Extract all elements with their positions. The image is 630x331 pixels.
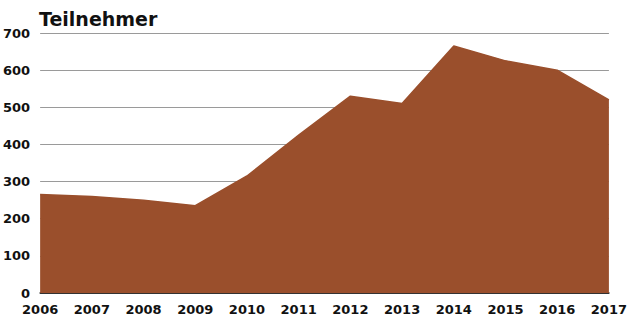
svg-text:2006: 2006	[22, 302, 58, 317]
svg-text:700: 700	[3, 26, 30, 41]
svg-text:600: 600	[3, 63, 30, 78]
svg-text:200: 200	[3, 211, 30, 226]
svg-text:2015: 2015	[487, 302, 523, 317]
svg-text:2012: 2012	[332, 302, 368, 317]
svg-text:Teilnehmer: Teilnehmer	[39, 8, 158, 30]
svg-text:2017: 2017	[591, 302, 627, 317]
svg-text:2010: 2010	[229, 302, 265, 317]
svg-text:100: 100	[3, 248, 30, 263]
svg-text:2014: 2014	[436, 302, 472, 317]
svg-text:500: 500	[3, 100, 30, 115]
svg-text:2007: 2007	[74, 302, 110, 317]
svg-text:2013: 2013	[384, 302, 420, 317]
svg-text:2016: 2016	[539, 302, 575, 317]
svg-text:2011: 2011	[281, 302, 317, 317]
svg-text:2009: 2009	[177, 302, 213, 317]
svg-text:400: 400	[3, 137, 30, 152]
svg-text:300: 300	[3, 174, 30, 189]
svg-text:0: 0	[21, 286, 30, 301]
svg-text:2008: 2008	[125, 302, 161, 317]
